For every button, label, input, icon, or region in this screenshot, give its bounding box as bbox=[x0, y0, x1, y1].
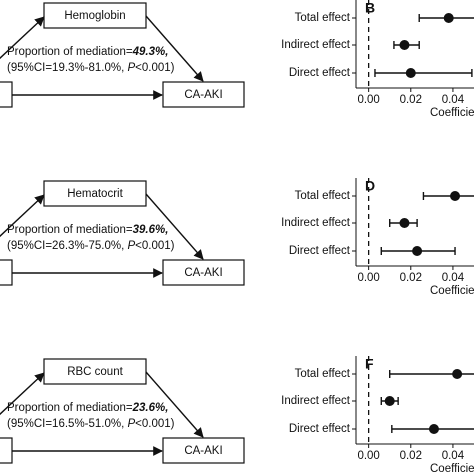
p-value: <0.001) bbox=[135, 418, 174, 430]
x-tick-label: 0.00 bbox=[357, 272, 379, 284]
mediator-label: Hemoglobin bbox=[64, 10, 125, 22]
x-tick-label: 0.04 bbox=[442, 94, 465, 106]
category-label: Total effect bbox=[295, 368, 351, 380]
mediation-comma: , bbox=[164, 224, 168, 236]
ci-text: (95%CI=16.5%-51.0%, P<0.001) bbox=[7, 418, 175, 430]
mediation-label: Proportion of mediation= bbox=[7, 402, 133, 414]
outcome-box bbox=[162, 259, 245, 286]
x-axis-label: Coefficient bbox=[430, 463, 474, 474]
point-estimate bbox=[452, 369, 463, 379]
x-tick-label: 0.02 bbox=[400, 272, 422, 284]
mediation-value: 23.6% bbox=[132, 402, 166, 414]
p-symbol: P bbox=[128, 62, 136, 74]
p-symbol: P bbox=[128, 240, 136, 252]
category-label: Total effect bbox=[295, 12, 351, 24]
x-axis-label: Coefficient bbox=[430, 107, 474, 119]
mediation-comma: , bbox=[164, 402, 168, 414]
point-estimate bbox=[412, 246, 423, 256]
p-symbol: P bbox=[128, 418, 136, 430]
panel-label: B bbox=[365, 0, 375, 16]
arrow bbox=[145, 193, 204, 260]
mediator-box bbox=[43, 180, 147, 207]
panel-label: F bbox=[365, 356, 374, 372]
arrow bbox=[0, 372, 45, 416]
category-label: Direct effect bbox=[289, 67, 351, 79]
point-estimate bbox=[399, 218, 410, 228]
x-axis-label: Coefficient bbox=[430, 285, 474, 297]
mediation-text: Proportion of mediation=39.6%, bbox=[7, 224, 168, 236]
category-label: Indirect effect bbox=[281, 39, 351, 51]
mediator-box bbox=[43, 358, 147, 385]
point-estimate bbox=[399, 40, 410, 50]
mediation-value: 49.3% bbox=[132, 46, 166, 58]
p-value: <0.001) bbox=[135, 240, 174, 252]
point-estimate bbox=[450, 191, 461, 201]
arrow bbox=[0, 16, 45, 60]
left-box bbox=[0, 437, 13, 464]
panel-label: D bbox=[365, 178, 375, 194]
mediation-comma: , bbox=[164, 46, 168, 58]
x-tick-label: 0.04 bbox=[442, 272, 465, 284]
ci-text: (95%CI=26.3%-75.0%, P<0.001) bbox=[7, 240, 175, 252]
left-box bbox=[0, 81, 13, 108]
x-tick-label: 0.04 bbox=[442, 450, 465, 462]
mediator-label: RBC count bbox=[67, 366, 123, 378]
x-tick-label: 0.00 bbox=[357, 450, 379, 462]
point-estimate bbox=[384, 396, 395, 406]
mediation-text: Proportion of mediation=49.3%, bbox=[7, 46, 168, 58]
left-box bbox=[0, 259, 13, 286]
outcome-box bbox=[162, 81, 245, 108]
category-label: Direct effect bbox=[289, 245, 351, 257]
point-estimate bbox=[405, 68, 416, 78]
outcome-label: CA-AKI bbox=[184, 267, 222, 279]
outcome-label: CA-AKI bbox=[184, 89, 222, 101]
x-tick-label: 0.02 bbox=[400, 450, 422, 462]
x-tick-label: 0.00 bbox=[357, 94, 379, 106]
mediation-value: 39.6% bbox=[133, 224, 166, 236]
arrow bbox=[0, 194, 45, 238]
arrow bbox=[145, 15, 204, 82]
category-label: Indirect effect bbox=[281, 217, 351, 229]
ci-text: (95%CI=19.3%-81.0%, P<0.001) bbox=[7, 62, 175, 74]
mediator-box bbox=[43, 2, 147, 29]
mediator-label: Hematocrit bbox=[67, 188, 123, 200]
point-estimate bbox=[443, 13, 454, 23]
ci: (95%CI=26.3%-75.0%, bbox=[7, 240, 128, 252]
p-value: <0.001) bbox=[135, 62, 174, 74]
category-label: Total effect bbox=[295, 190, 351, 202]
x-tick-label: 0.02 bbox=[400, 94, 422, 106]
mediation-label: Proportion of mediation= bbox=[7, 224, 133, 236]
point-estimate bbox=[428, 424, 439, 434]
outcome-box bbox=[162, 437, 245, 464]
category-label: Indirect effect bbox=[281, 395, 351, 407]
mediation-label: Proportion of mediation= bbox=[7, 46, 133, 58]
mediation-text: Proportion of mediation=23.6%, bbox=[7, 402, 168, 414]
arrow bbox=[145, 371, 204, 438]
category-label: Direct effect bbox=[289, 423, 351, 435]
ci: (95%CI=19.3%-81.0%, bbox=[7, 62, 128, 74]
outcome-label: CA-AKI bbox=[184, 445, 222, 457]
ci: (95%CI=16.5%-51.0%, bbox=[7, 418, 128, 430]
